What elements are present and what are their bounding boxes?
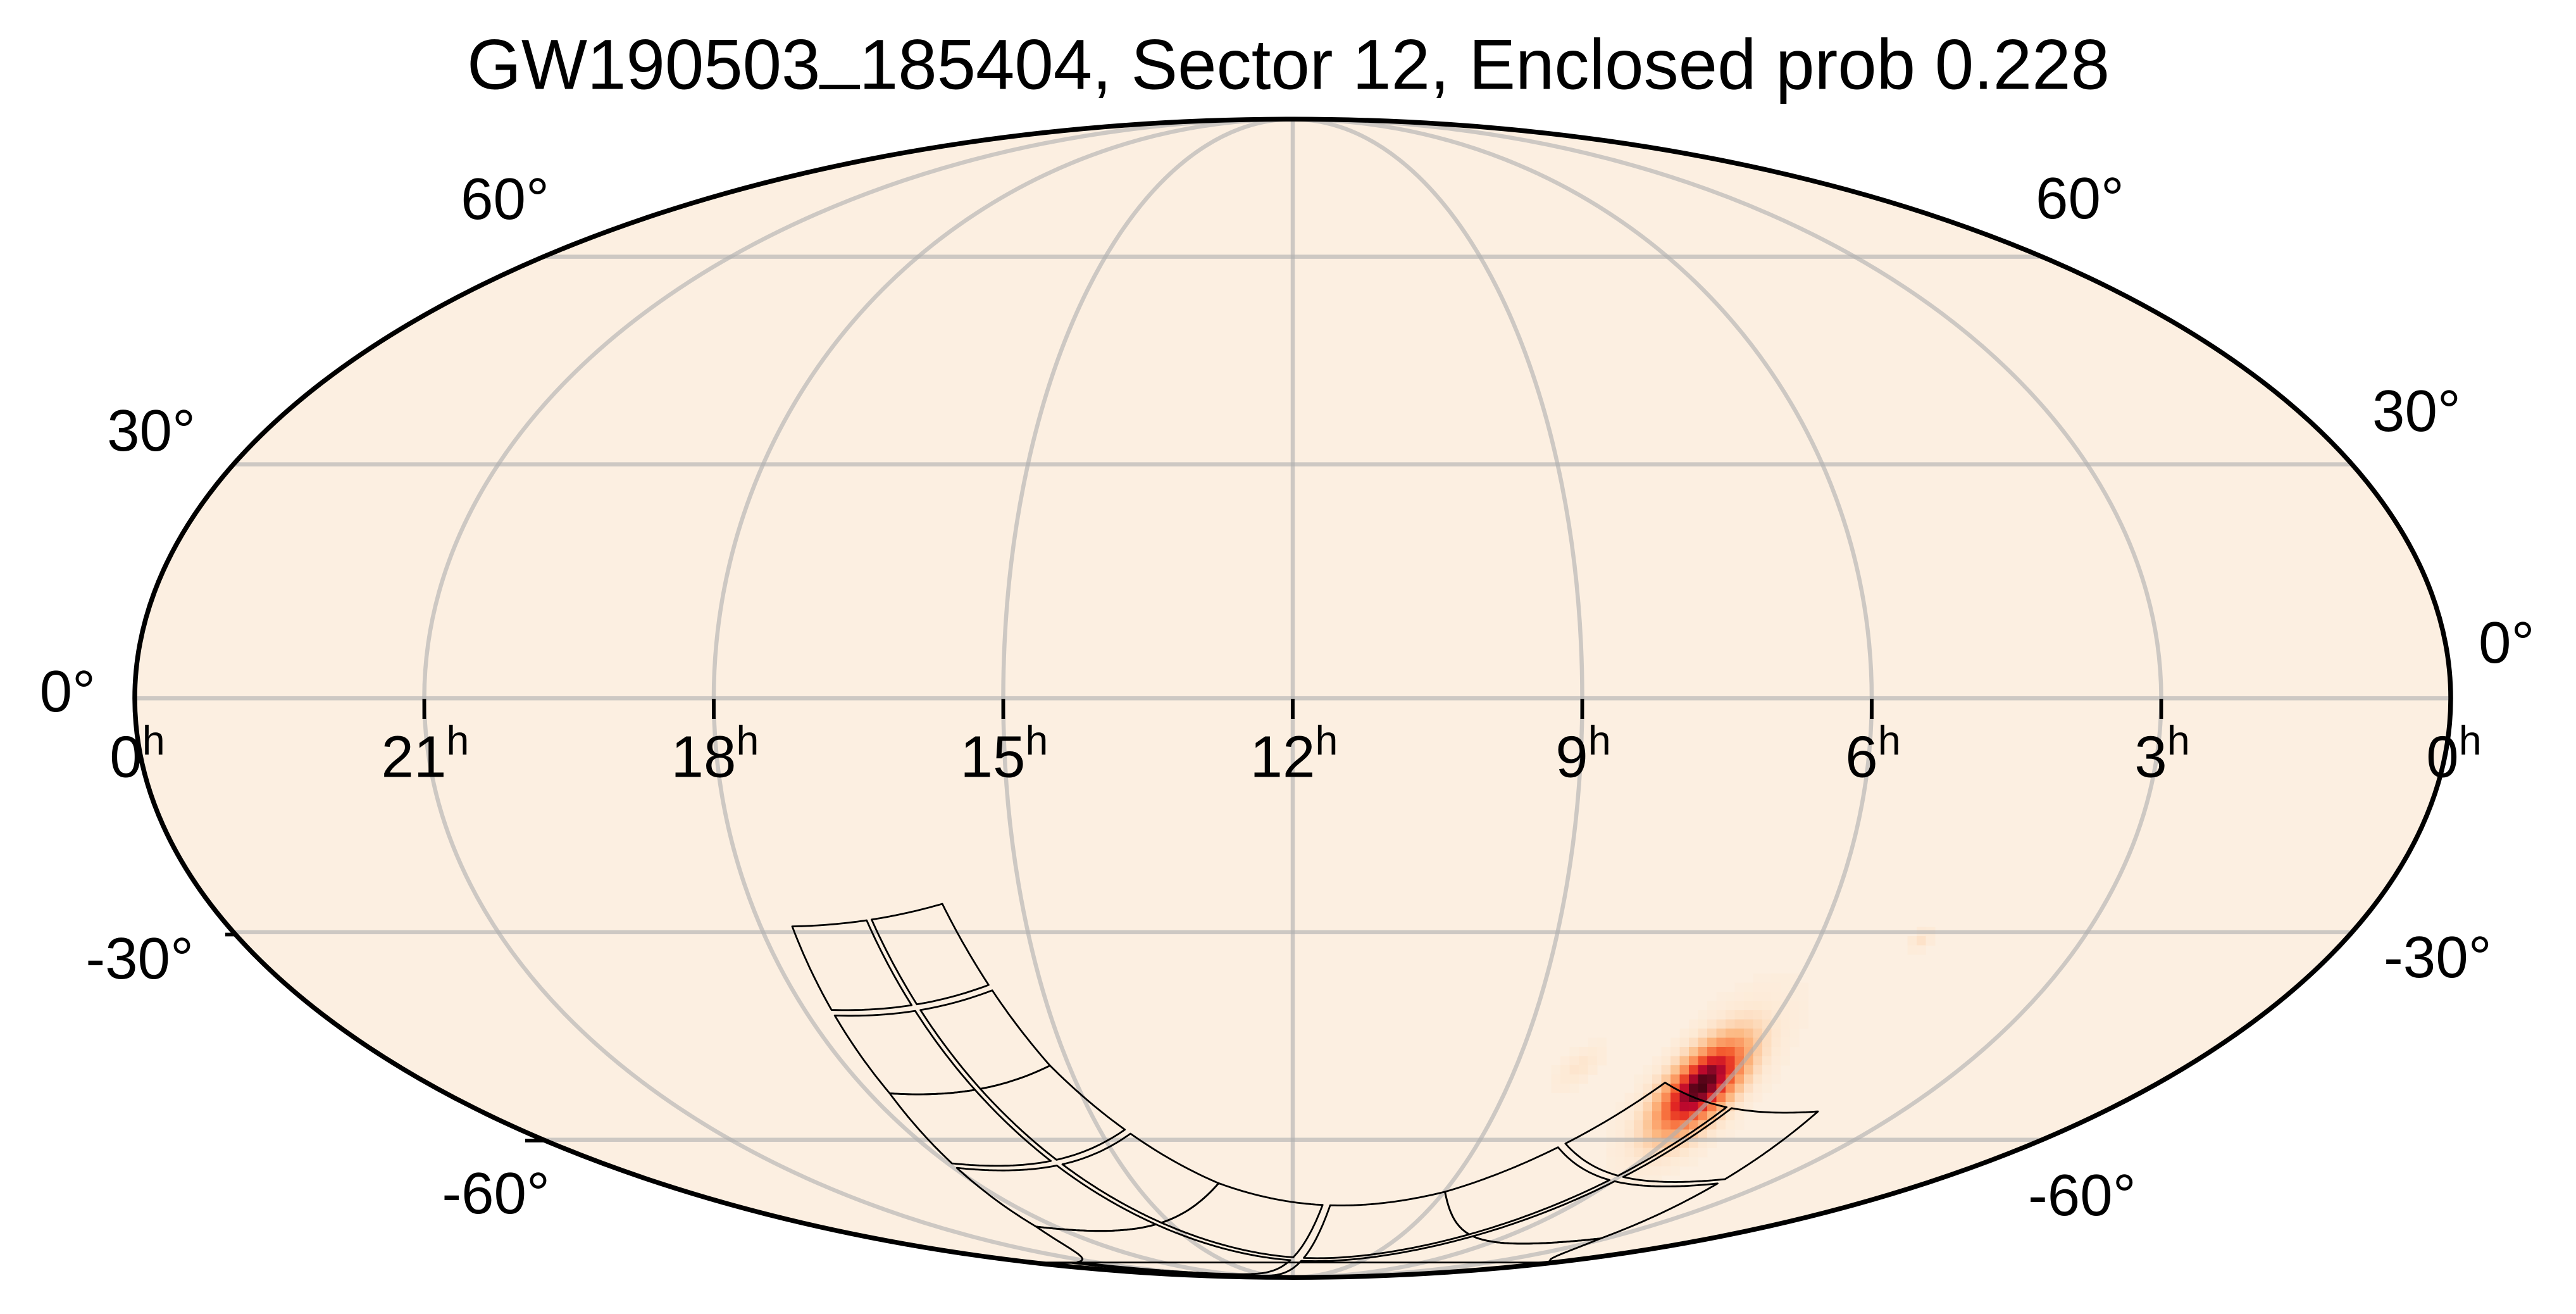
svg-text:0°: 0°: [2479, 610, 2534, 675]
svg-text:-30°: -30°: [2384, 924, 2492, 990]
svg-text:GW190503_185404, Sector 12, En: GW190503_185404, Sector 12, Enclosed pro…: [467, 11, 2110, 104]
svg-text:30°: 30°: [107, 397, 196, 463]
svg-text:h: h: [142, 717, 165, 763]
svg-text:18: 18: [671, 724, 737, 790]
svg-text:h: h: [446, 717, 469, 763]
svg-text:0°: 0°: [40, 658, 96, 724]
svg-text:3: 3: [2134, 724, 2167, 790]
svg-text:h: h: [1588, 717, 1611, 763]
svg-text:12: 12: [1250, 724, 1316, 790]
svg-text:15: 15: [961, 724, 1026, 790]
svg-text:h: h: [1025, 717, 1048, 763]
svg-text:-60°: -60°: [442, 1160, 550, 1226]
svg-text:6: 6: [1845, 724, 1877, 790]
svg-text:9: 9: [1555, 724, 1588, 790]
svg-text:-30°: -30°: [85, 925, 194, 991]
svg-text:60°: 60°: [2036, 165, 2124, 231]
svg-text:-60°: -60°: [2028, 1162, 2136, 1228]
svg-text:0: 0: [2426, 724, 2458, 790]
svg-text:0: 0: [109, 724, 142, 790]
svg-text:h: h: [2459, 717, 2482, 763]
svg-text:h: h: [2167, 717, 2190, 763]
svg-text:21: 21: [382, 724, 447, 790]
svg-text:h: h: [1315, 717, 1338, 763]
svg-text:h: h: [1878, 717, 1901, 763]
svg-text:h: h: [736, 717, 759, 763]
svg-text:60°: 60°: [461, 166, 549, 232]
svg-text:30°: 30°: [2372, 378, 2461, 444]
